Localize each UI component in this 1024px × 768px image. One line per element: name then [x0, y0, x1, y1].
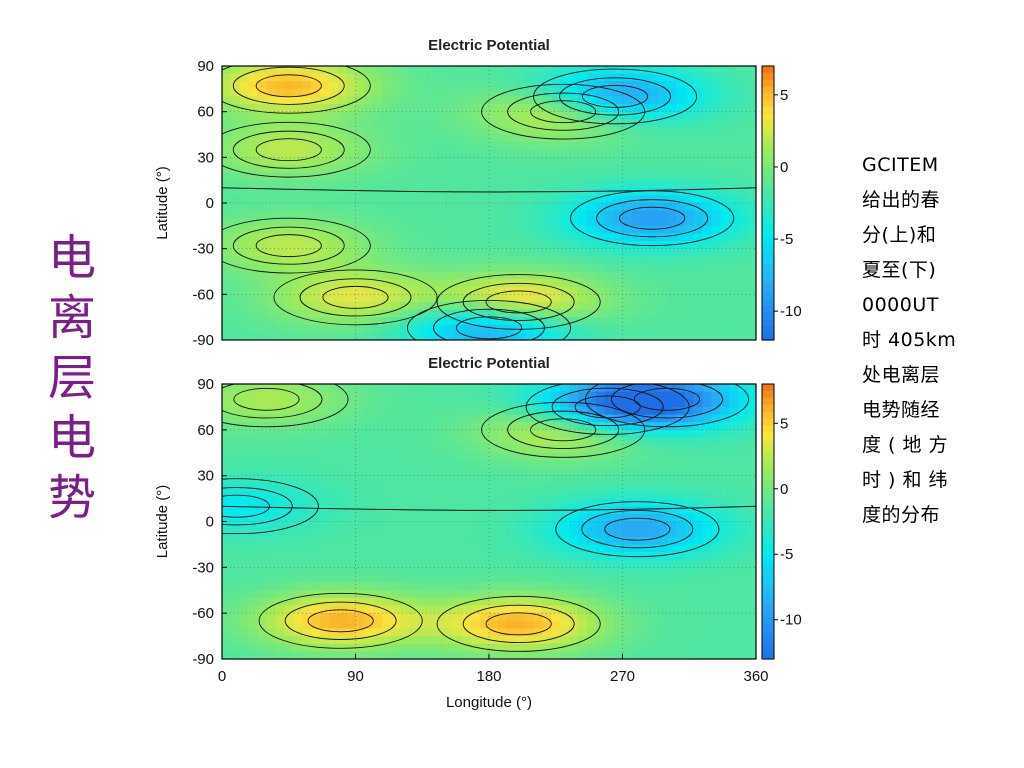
vertical-slide-title: 电 离 层 电 势 — [40, 228, 104, 528]
y-tick-label: 60 — [197, 422, 214, 439]
contour-line — [222, 494, 270, 518]
contour-line — [481, 83, 646, 140]
contour-line — [596, 199, 709, 238]
y-axis-label: Latitude (°) — [154, 166, 171, 240]
contour-line — [307, 609, 374, 633]
contour-line — [255, 74, 322, 98]
y-tick-label: -90 — [192, 332, 214, 349]
contour-line — [582, 84, 649, 108]
potential-field — [222, 384, 756, 659]
contour-line — [551, 387, 664, 427]
contour-line — [222, 66, 371, 114]
contour-line — [433, 308, 545, 340]
x-axis-label: Longitude (°) — [446, 694, 532, 711]
y-axis-label: Latitude (°) — [154, 485, 171, 559]
x-tick-label: 180 — [476, 668, 501, 685]
y-tick-label: -30 — [192, 559, 214, 576]
title-char-5: 势 — [47, 470, 96, 526]
contour-line — [619, 206, 686, 230]
caption-line: GCITEM — [862, 154, 939, 176]
colorbar-tick-label: 0 — [780, 159, 788, 176]
caption-line: 处电离层 — [862, 364, 941, 386]
contour-line — [232, 66, 345, 105]
contour-line — [406, 299, 572, 340]
contour-line — [559, 77, 672, 116]
y-tick-label: 30 — [197, 149, 214, 166]
colorbar-tick-label: -5 — [780, 231, 793, 248]
colorbar: 5 0 -5 -10 — [761, 65, 802, 341]
colorbar-tick-label: -10 — [780, 303, 802, 320]
contour-line — [273, 269, 438, 326]
y-tick-label: 30 — [197, 468, 214, 485]
title-char-3: 层 — [47, 350, 96, 406]
caption-line: 给出的春 — [862, 189, 941, 211]
colorbar-tick-label: 5 — [780, 415, 788, 432]
title-char-2: 离 — [47, 290, 96, 346]
contour-line — [533, 68, 698, 125]
colorbar: 5 0 -5 -10 — [761, 383, 802, 660]
contour-line — [284, 601, 397, 640]
colorbar-tick-label: -10 — [780, 612, 802, 629]
contour-line — [258, 592, 423, 649]
y-tick-label: -60 — [192, 286, 214, 303]
contour-line — [633, 387, 701, 411]
colorbar-tick-label: 5 — [780, 87, 788, 104]
contour-line — [584, 384, 750, 428]
contour-line — [222, 187, 756, 193]
contour-line — [232, 226, 345, 265]
caption-line: 度 ( 地 方 — [862, 434, 949, 456]
y-tick-label: 90 — [197, 376, 214, 393]
contour-line — [232, 130, 345, 169]
y-tick-label: 0 — [206, 195, 214, 212]
contour-line — [255, 234, 322, 258]
chart-title: Electric Potential — [428, 355, 550, 372]
chart-panel-2: Electric Potential 90 60 30 0 -30 -60 -90 Latitu… — [154, 355, 802, 711]
caption-line: 时 ) 和 纬 — [862, 469, 949, 491]
contour-line — [611, 384, 723, 419]
contour-line — [555, 501, 720, 558]
colorbar-tick-label: -5 — [780, 546, 793, 563]
x-tick-label: 0 — [218, 668, 226, 685]
x-tick-label: 90 — [347, 668, 364, 685]
contour-line — [222, 217, 371, 274]
caption-line: 时 405km — [862, 329, 957, 351]
figure-caption: GCITEM 给出的春 分(上)和 夏至(下) 0000UT 时 405km 处… — [862, 148, 982, 533]
title-char-4: 电 — [47, 410, 96, 466]
y-tick-label: -30 — [192, 241, 214, 258]
contour-line — [604, 517, 671, 541]
contour-line — [485, 612, 552, 636]
colorbar-tick-label: 0 — [780, 481, 788, 498]
contour-line — [436, 595, 601, 652]
contour-line — [222, 384, 323, 419]
caption-line: 夏至(下) — [862, 259, 937, 281]
title-char-1: 电 — [47, 230, 96, 286]
contour-line — [462, 604, 575, 644]
contour-line — [222, 487, 293, 526]
caption-line: 度的分布 — [862, 504, 941, 526]
y-tick-label: -90 — [192, 651, 214, 668]
contour-line — [485, 290, 552, 314]
contour-line — [222, 505, 756, 511]
x-tick-label: 360 — [743, 668, 768, 685]
contour-line — [222, 478, 319, 535]
chart-panel-1: Electric Potential 90 60 30 0 -30 -60 -90 Latitu… — [154, 37, 802, 349]
y-tick-label: 0 — [206, 514, 214, 531]
caption-line: 电势随经 — [862, 399, 941, 421]
caption-line: 分(上)和 — [862, 224, 937, 246]
caption-line: 0000UT — [862, 294, 939, 316]
contour-line — [255, 138, 322, 162]
y-tick-label: 90 — [197, 58, 214, 75]
contour-line — [436, 274, 601, 330]
contour-line — [222, 121, 371, 178]
x-tick-label: 270 — [610, 668, 635, 685]
contour-line — [233, 387, 300, 411]
contour-line — [222, 384, 349, 428]
contour-line — [481, 401, 646, 458]
potential-field — [222, 66, 756, 340]
contour-line — [581, 509, 694, 549]
chart-title: Electric Potential — [428, 37, 550, 54]
y-tick-label: 60 — [197, 104, 214, 121]
y-tick-label: -60 — [192, 605, 214, 622]
